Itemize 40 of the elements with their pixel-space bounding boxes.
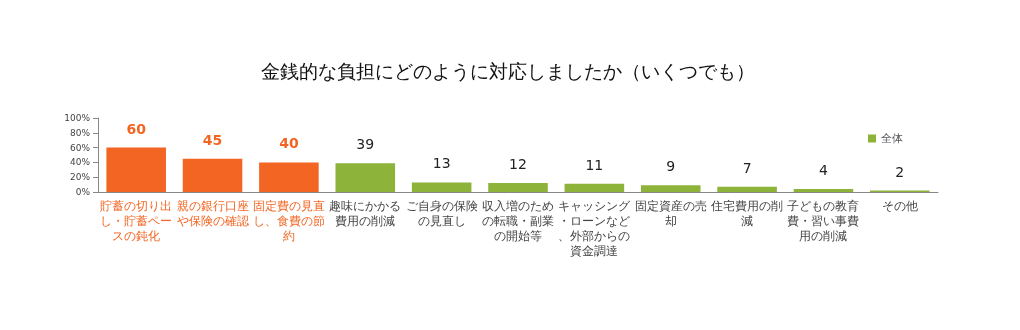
data-label: 11 — [585, 156, 604, 173]
bar — [717, 186, 777, 192]
x-tick-label: 固定資産の売却 — [634, 198, 707, 228]
bar — [564, 183, 625, 192]
x-tick-label: 貯蓄の切り出し・貯蓄ペースの鈍化 — [100, 198, 173, 243]
y-tick-label: 20% — [69, 172, 91, 183]
y-tick-label: 60% — [69, 142, 91, 153]
bar — [793, 189, 854, 192]
bar — [182, 158, 243, 192]
y-tick-label: 80% — [69, 127, 91, 138]
chart-title: 金銭的な負担にどのように対応しましたか（いくつでも） — [261, 59, 755, 82]
data-label: 40 — [279, 135, 299, 152]
bar — [640, 185, 701, 192]
bar — [106, 147, 166, 192]
data-label: 7 — [742, 159, 752, 176]
y-tick-label: 0% — [75, 187, 91, 197]
data-label: 2 — [895, 163, 905, 180]
bar — [335, 163, 396, 192]
y-tick-label: 100% — [64, 113, 91, 123]
x-tick-label: 子どもの教育費・習い事費用の削減 — [787, 198, 860, 243]
data-label: 9 — [666, 158, 676, 175]
x-tick-label: 親の銀行口座や保険の確認 — [176, 198, 249, 228]
x-tick-label: その他 — [881, 198, 918, 213]
bar — [488, 183, 548, 192]
data-label: 39 — [356, 136, 375, 153]
x-tick-label: キャッシング・ローンなど、外部からの資金調達 — [558, 198, 632, 258]
x-tick-label: 収入増のための転職・副業の開始等 — [482, 198, 554, 243]
data-label: 13 — [432, 155, 451, 172]
data-label: 60 — [126, 120, 147, 137]
x-tick-label: ご自身の保険の見直し — [405, 198, 478, 228]
legend-label: 全体 — [881, 132, 903, 145]
x-tick-label: 住宅費用の削減 — [710, 198, 784, 228]
bar — [411, 182, 472, 192]
data-label: 4 — [818, 162, 828, 179]
data-label: 12 — [509, 156, 527, 173]
data-label: 45 — [202, 131, 223, 148]
x-tick-label: 趣味にかかる費用の削減 — [329, 198, 402, 228]
x-tick-label: 固定費の見直し、食費の節約 — [252, 198, 325, 243]
y-tick-label: 40% — [69, 157, 91, 168]
bar — [259, 162, 319, 192]
